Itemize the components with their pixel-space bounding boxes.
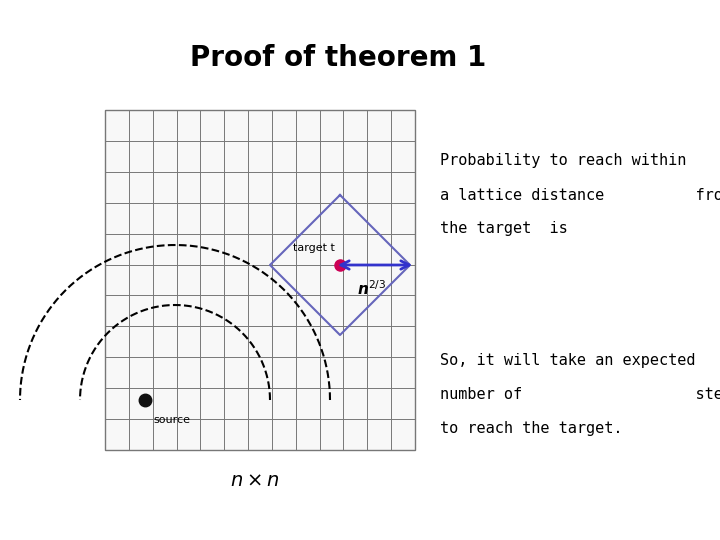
Text: Probability to reach within: Probability to reach within — [440, 152, 686, 167]
Text: source: source — [153, 415, 190, 425]
Text: the target  is: the target is — [440, 220, 568, 235]
Text: number of                   steps: number of steps — [440, 388, 720, 402]
Text: $n \times n$: $n \times n$ — [230, 470, 279, 489]
Text: to reach the target.: to reach the target. — [440, 421, 623, 435]
Text: Proof of theorem 1: Proof of theorem 1 — [190, 44, 487, 72]
Bar — [105, 110, 415, 450]
Text: target t: target t — [293, 243, 335, 253]
Text: $\boldsymbol{n}^{2/3}$: $\boldsymbol{n}^{2/3}$ — [357, 279, 386, 298]
Text: a lattice distance          from: a lattice distance from — [440, 187, 720, 202]
Text: So, it will take an expected: So, it will take an expected — [440, 353, 696, 368]
